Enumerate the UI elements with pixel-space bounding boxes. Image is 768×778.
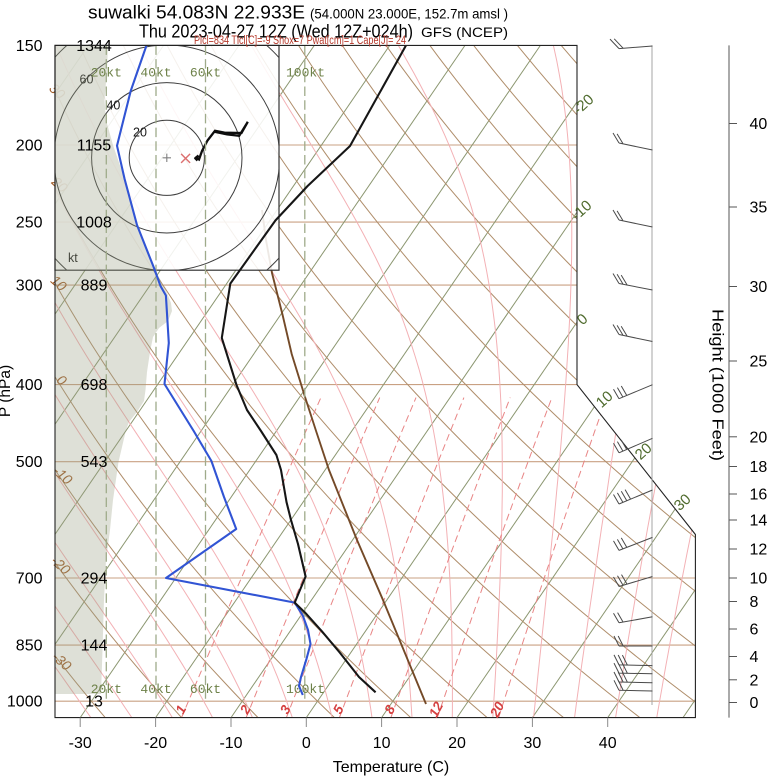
- svg-text:10: 10: [593, 388, 617, 412]
- svg-text:P (hPa): P (hPa): [0, 365, 14, 417]
- svg-text:20: 20: [750, 429, 768, 446]
- svg-text:16: 16: [750, 487, 768, 504]
- svg-text:35: 35: [750, 200, 768, 217]
- svg-text:0: 0: [750, 695, 759, 712]
- svg-text:-30: -30: [69, 735, 92, 752]
- svg-text:60kt: 60kt: [190, 66, 221, 81]
- svg-text:Temperature (C): Temperature (C): [333, 759, 449, 776]
- svg-text:10: 10: [373, 735, 391, 752]
- svg-text:12: 12: [750, 542, 768, 559]
- svg-text:100kt: 100kt: [286, 66, 325, 81]
- svg-text:6: 6: [750, 622, 759, 639]
- svg-text:1008: 1008: [76, 215, 112, 232]
- svg-text:suwalki 54.083N 22.933E: suwalki 54.083N 22.933E: [88, 3, 305, 23]
- svg-text:kt: kt: [68, 251, 78, 265]
- svg-text:-10: -10: [219, 735, 242, 752]
- svg-text:700: 700: [16, 571, 43, 588]
- svg-text:150: 150: [16, 38, 43, 55]
- svg-text:-20: -20: [570, 91, 597, 118]
- svg-text:1344: 1344: [76, 38, 112, 55]
- svg-text:40: 40: [599, 735, 617, 752]
- svg-text:850: 850: [16, 638, 43, 655]
- svg-text:Thu 2023-04-27 12Z (Wed 12Z+02: Thu 2023-04-27 12Z (Wed 12Z+024h): [139, 22, 413, 42]
- svg-text:1000: 1000: [7, 694, 43, 711]
- svg-text:294: 294: [81, 571, 108, 588]
- svg-text:1155: 1155: [77, 138, 112, 155]
- svg-text:2: 2: [750, 672, 759, 689]
- svg-text:100kt: 100kt: [286, 682, 325, 697]
- svg-text:144: 144: [81, 638, 108, 655]
- svg-text:60kt: 60kt: [190, 682, 221, 697]
- svg-text:20kt: 20kt: [91, 682, 122, 697]
- svg-text:14: 14: [750, 513, 768, 530]
- svg-text:40: 40: [750, 116, 768, 133]
- svg-text:GFS (NCEP): GFS (NCEP): [421, 24, 508, 40]
- svg-text:60: 60: [80, 73, 94, 87]
- svg-text:20: 20: [448, 735, 466, 752]
- svg-text:300: 300: [16, 278, 43, 295]
- svg-text:889: 889: [81, 278, 108, 295]
- svg-text:30: 30: [750, 279, 768, 296]
- svg-text:0: 0: [302, 735, 311, 752]
- svg-text:10: 10: [750, 571, 768, 588]
- svg-text:(54.000N 23.000E, 152.7m amsl: (54.000N 23.000E, 152.7m amsl ): [310, 6, 508, 22]
- svg-text:13: 13: [85, 694, 103, 711]
- svg-text:500: 500: [16, 454, 43, 471]
- svg-text:200: 200: [16, 138, 43, 155]
- svg-text:12: 12: [426, 699, 447, 720]
- svg-text:698: 698: [81, 377, 108, 394]
- svg-text:543: 543: [81, 454, 108, 471]
- svg-text:20: 20: [487, 699, 508, 721]
- svg-text:30: 30: [524, 735, 542, 752]
- svg-text:20: 20: [133, 126, 147, 140]
- svg-text:-20: -20: [144, 735, 167, 752]
- svg-text:40kt: 40kt: [140, 66, 171, 81]
- svg-text:40kt: 40kt: [140, 682, 171, 697]
- svg-text:4: 4: [750, 649, 759, 666]
- svg-text:250: 250: [16, 215, 43, 232]
- svg-text:25: 25: [750, 354, 768, 371]
- svg-text:8: 8: [750, 594, 759, 611]
- svg-text:Plcl=834 Tlcl[C]=-9 Shox=7 Pwa: Plcl=834 Tlcl[C]=-9 Shox=7 Pwat[cm]=1 Ca…: [194, 35, 406, 47]
- svg-text:18: 18: [750, 459, 768, 476]
- svg-text:400: 400: [16, 377, 43, 394]
- svg-text:40: 40: [106, 99, 120, 113]
- svg-text:Height (1000 Feet): Height (1000 Feet): [709, 309, 726, 461]
- svg-text:20kt: 20kt: [91, 66, 122, 81]
